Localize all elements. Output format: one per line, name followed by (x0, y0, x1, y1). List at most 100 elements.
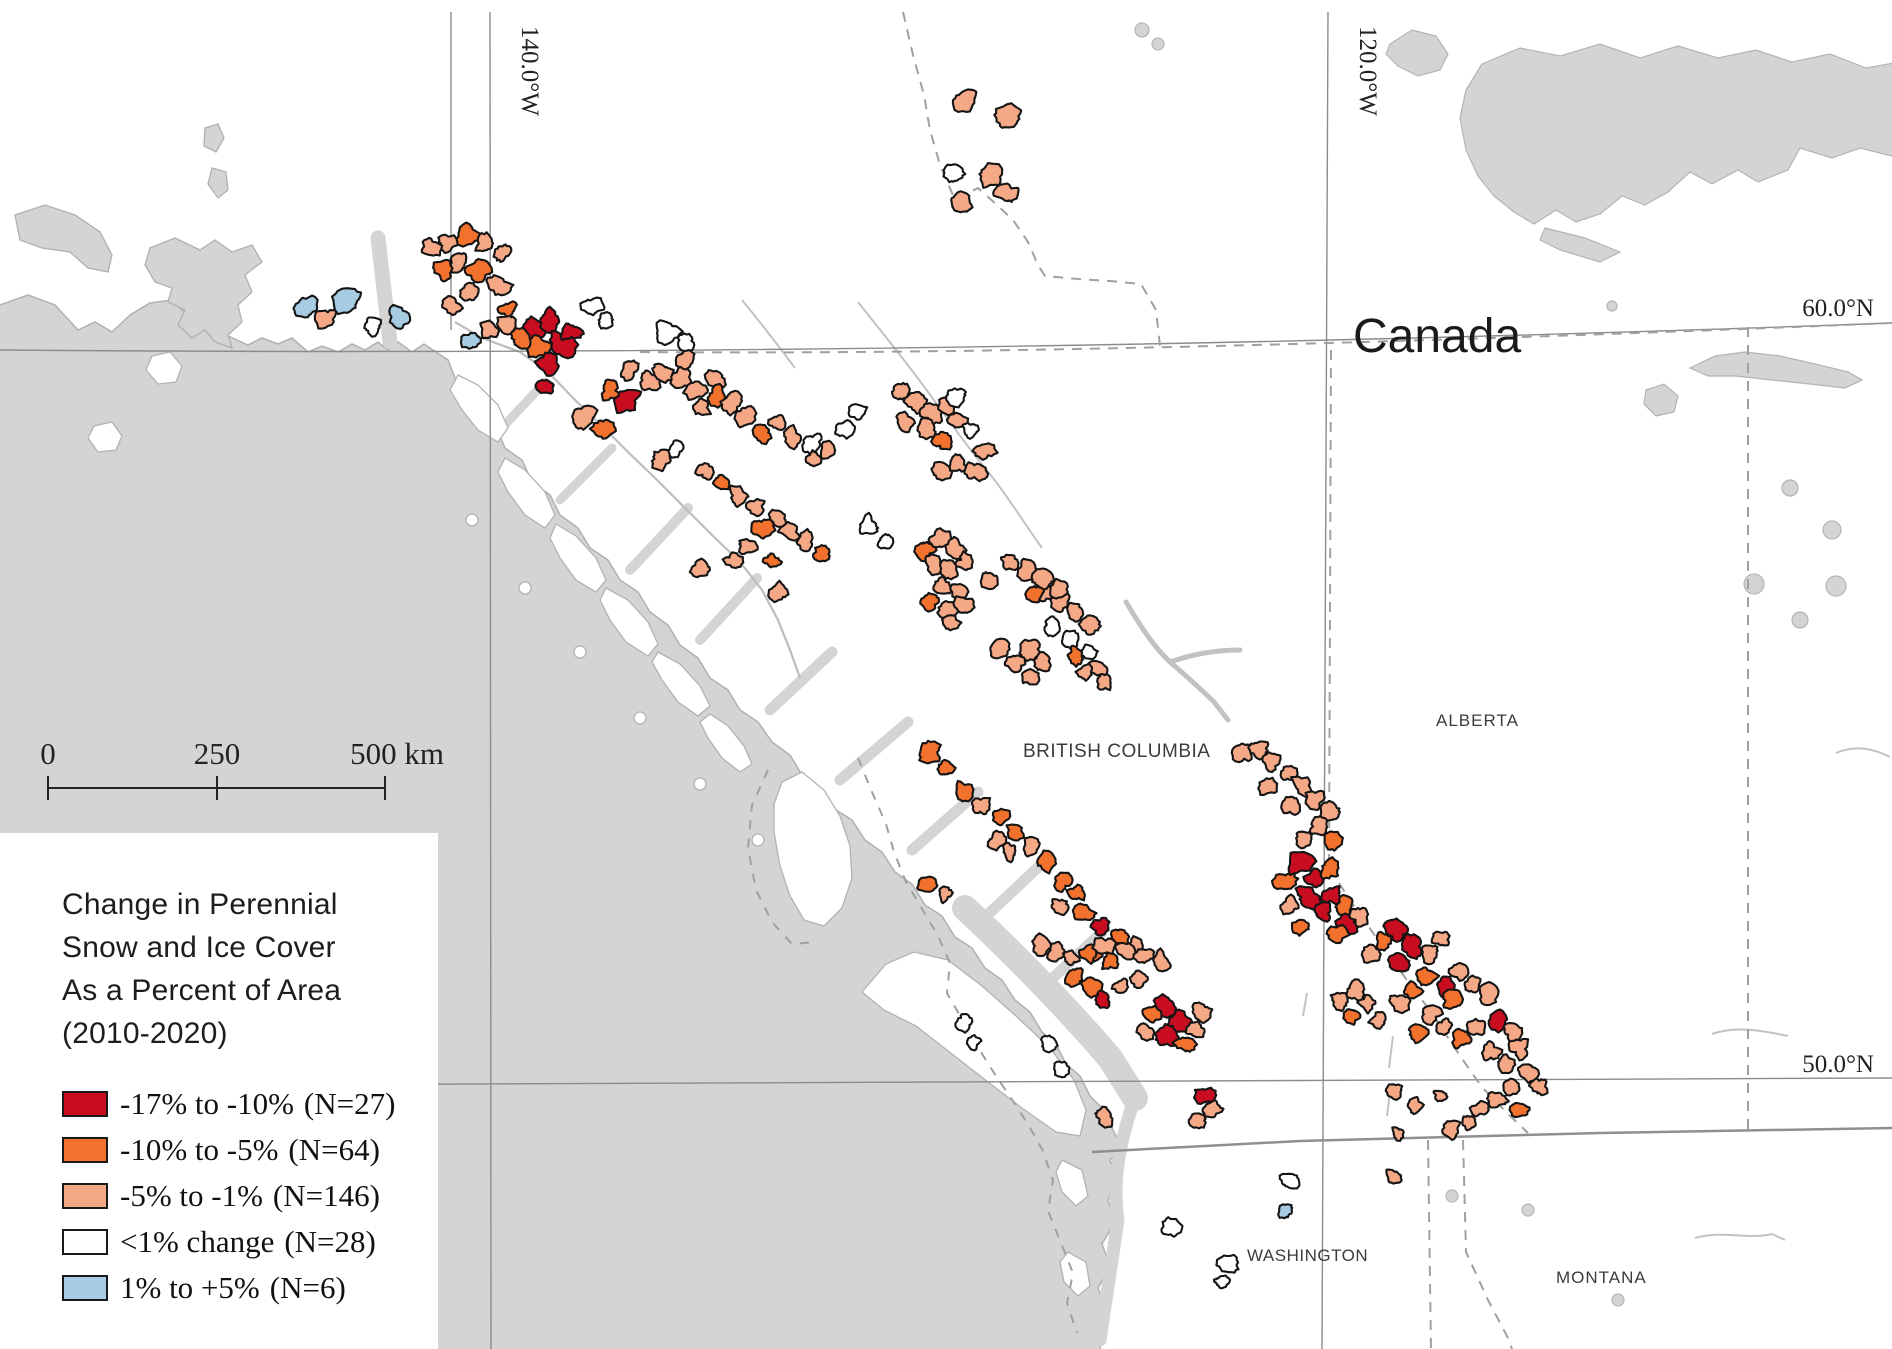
island (145, 351, 183, 385)
watershed-polygon (932, 575, 954, 595)
watershed-polygon (1435, 1017, 1454, 1037)
legend-count: (N=146) (272, 1178, 380, 1213)
watershed-polygon (858, 511, 880, 535)
legend-row: -17% to -10% (N=27) (62, 1081, 438, 1127)
watershed-polygon (694, 462, 715, 481)
islet (633, 711, 647, 725)
watershed-polygon (474, 231, 495, 253)
legend-swatch-orange (62, 1137, 108, 1163)
lake (1791, 611, 1809, 629)
watershed-polygon (1053, 871, 1074, 893)
watershed-polygon (559, 322, 585, 341)
lake (1521, 1203, 1535, 1217)
legend-range: <1% change (120, 1224, 275, 1259)
watershed-polygon (1485, 1090, 1510, 1109)
border-us-canada-49n (1091, 1126, 1892, 1154)
watershed-polygon (1290, 918, 1310, 937)
watershed-polygon (737, 537, 759, 556)
watershed-polygon (1441, 1119, 1462, 1142)
watershed-polygon (651, 362, 675, 384)
watershed-polygon (954, 549, 974, 572)
watershed-polygon (940, 614, 963, 632)
watershed-polygon (1415, 966, 1441, 987)
watershed-polygon (1089, 916, 1111, 937)
watershed-polygon (1319, 885, 1342, 906)
legend-row: <1% change (N=28) (62, 1219, 438, 1265)
watershed-polygon (676, 332, 696, 353)
watershed-polygon (1384, 1083, 1404, 1101)
watershed-polygon (1066, 601, 1085, 623)
watershed-polygon (890, 381, 911, 401)
legend-range: -17% to -10% (120, 1086, 294, 1121)
legend-swatch-salmon (62, 1183, 108, 1209)
watershed-polygon (744, 497, 766, 518)
watershed-polygon (965, 1034, 983, 1052)
region-label-montana: MONTANA (1556, 1268, 1647, 1287)
watershed-polygon (688, 557, 711, 579)
river (1388, 1035, 1394, 1069)
watershed-polygon (1386, 951, 1412, 973)
legend-count: (N=28) (284, 1224, 376, 1259)
watershed-polygon (930, 430, 953, 451)
watershed-polygon (1313, 901, 1332, 923)
watershed-polygon (588, 418, 617, 440)
legend-label: -10% to -5% (N=64) (120, 1132, 380, 1168)
watershed-polygon (1003, 654, 1027, 674)
watershed-polygon (767, 579, 790, 604)
watershed-polygon (533, 351, 560, 377)
island (1059, 1251, 1091, 1297)
legend-label: -17% to -10% (N=27) (120, 1086, 395, 1122)
region-label-washington: WASHINGTON (1247, 1246, 1368, 1265)
graticule-60n (0, 322, 1892, 353)
lake-athabasca (1688, 351, 1864, 389)
watershed-polygon (539, 305, 561, 335)
watershed-polygon (1066, 644, 1085, 668)
watershed-polygon (1062, 949, 1081, 967)
watershed-polygon (751, 423, 773, 446)
watershed-polygon (971, 442, 999, 461)
watershed-polygon (847, 403, 869, 421)
watershed-polygon (1308, 815, 1329, 837)
legend-label: 1% to +5% (N=6) (120, 1270, 346, 1306)
watershed-polygon (918, 402, 944, 426)
border-yukon-nwt (902, 11, 1161, 347)
watershed-polygon (1212, 1274, 1232, 1290)
legend-count: (N=6) (269, 1270, 346, 1305)
watershed-polygon (1049, 577, 1069, 600)
legend-range: -5% to -1% (120, 1178, 263, 1213)
watershed-polygon (1043, 615, 1061, 638)
watershed-polygon (1094, 1105, 1114, 1129)
watershed-polygon (942, 163, 967, 184)
graticule-140w (489, 11, 492, 1349)
watershed-polygon (961, 421, 980, 440)
label-layer: Canada BRITISH COLUMBIA ALBERTA WASHINGT… (516, 26, 1874, 1287)
watershed-polygon (479, 319, 501, 340)
watershed-polygon (496, 300, 518, 320)
watershed-polygon (1152, 947, 1172, 973)
watershed-polygon (1375, 930, 1393, 952)
watershed-polygon (1036, 849, 1058, 875)
graticule-label-50n: 50.0°N (1802, 1051, 1874, 1078)
watershed-polygon (292, 294, 319, 319)
watershed-polygon (492, 243, 513, 263)
river (1835, 747, 1891, 758)
watershed-polygon (1050, 897, 1070, 917)
watershed-polygon (1184, 1020, 1206, 1039)
watershed-polygon (1024, 585, 1046, 604)
border-60n-dashed (639, 322, 1892, 354)
watershed-polygon (955, 780, 975, 803)
watershed-polygon (916, 416, 937, 441)
watershed-polygon (1215, 1253, 1240, 1274)
watershed-polygon (1001, 841, 1017, 864)
watershed-polygon (1319, 856, 1340, 881)
watershed-layer (292, 88, 1549, 1290)
watershed-polygon (761, 552, 784, 569)
watershed-polygon (1046, 940, 1066, 963)
watershed-polygon (1065, 883, 1086, 902)
river (1711, 1028, 1789, 1037)
watershed-polygon (1385, 1168, 1403, 1185)
border-idaho-montana (1462, 1139, 1513, 1349)
watershed-polygon (876, 533, 895, 550)
watershed-polygon (918, 739, 942, 765)
legend-row: -10% to -5% (N=64) (62, 1127, 438, 1173)
